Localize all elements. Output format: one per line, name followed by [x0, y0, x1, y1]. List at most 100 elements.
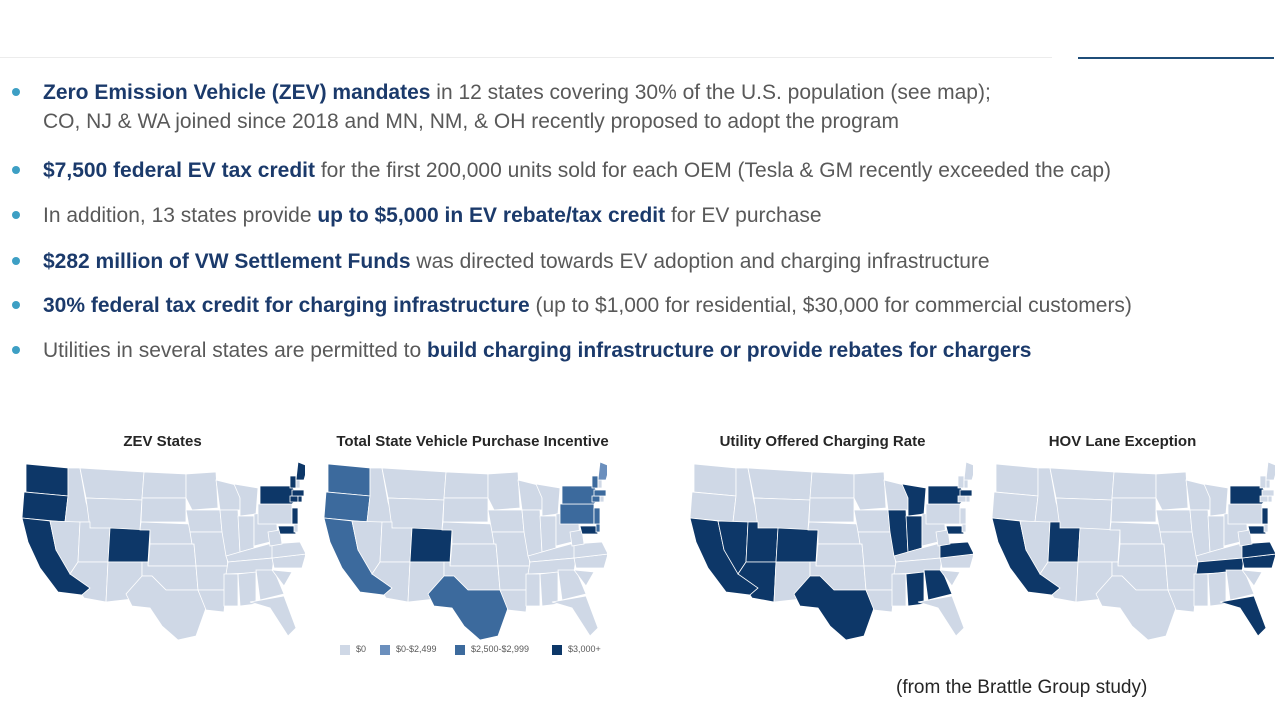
state-ri	[965, 495, 971, 503]
state-ma	[1261, 489, 1275, 497]
legend-label: $2,500-$2,999	[471, 644, 530, 654]
state-ut	[379, 521, 413, 563]
bullet-text: 30% federal tax credit for charging infr…	[43, 291, 1132, 320]
state-in	[905, 515, 923, 553]
state-ia	[487, 509, 525, 533]
map-title-zev: ZEV States	[123, 433, 202, 450]
state-sc	[1241, 569, 1263, 587]
bullet-run: In addition, 13 states provide	[43, 204, 318, 227]
state-de	[1263, 523, 1269, 533]
state-ga	[255, 569, 285, 601]
state-nj	[593, 507, 601, 525]
header-accent-line	[1078, 57, 1274, 59]
state-wy	[1055, 497, 1113, 531]
bullet-dot	[12, 166, 20, 174]
state-or	[21, 491, 69, 523]
state-me	[963, 461, 973, 481]
source-note: (from the Brattle Group study)	[896, 677, 1148, 698]
state-az	[69, 561, 109, 603]
state-wv	[935, 529, 951, 547]
state-ia	[1155, 509, 1193, 533]
state-ms	[223, 573, 239, 607]
map-purchase-incentive	[323, 461, 607, 641]
state-al	[905, 571, 925, 607]
map-hov-exception	[991, 461, 1275, 641]
state-mn	[487, 471, 521, 511]
state-nj	[1261, 507, 1269, 525]
state-ri	[599, 495, 605, 503]
state-nd	[1111, 471, 1157, 499]
bullet-run: for the first 200,000 units sold for eac…	[315, 159, 1112, 182]
state-sd	[140, 497, 187, 523]
state-pa	[559, 503, 595, 525]
state-sd	[1110, 497, 1157, 523]
state-mo	[857, 531, 897, 567]
bullet-dot	[12, 257, 20, 265]
bullet-text: Zero Emission Vehicle (ZEV) mandates in …	[43, 78, 991, 136]
state-wv	[569, 529, 585, 547]
state-me	[597, 461, 607, 481]
bullet-emphasis: 30% federal tax credit for charging infr…	[43, 294, 530, 317]
legend-swatch	[380, 645, 390, 655]
state-mi	[535, 483, 561, 517]
state-me	[1265, 461, 1275, 481]
state-nd	[809, 471, 855, 499]
state-wa	[693, 463, 737, 497]
bullet-emphasis: Zero Emission Vehicle (ZEV) mandates	[43, 81, 431, 104]
state-az	[737, 561, 777, 603]
state-ia	[853, 509, 891, 533]
state-va	[271, 541, 305, 559]
state-al	[1207, 571, 1227, 607]
bullet-run: Utilities in several states are permitte…	[43, 339, 427, 362]
map-title-purchase-incentive: Total State Vehicle Purchase Incentive	[336, 433, 609, 450]
bullet-text: Utilities in several states are permitte…	[43, 336, 1031, 365]
bullet-text: $7,500 federal EV tax credit for the fir…	[43, 156, 1111, 185]
bullet-emphasis: build charging infrastructure or provide…	[427, 339, 1032, 362]
state-co	[107, 527, 151, 563]
state-ks	[1117, 543, 1167, 567]
state-mi	[233, 483, 259, 517]
legend-label: $0	[356, 644, 367, 654]
state-or	[323, 491, 371, 523]
bullet-run: (up to $1,000 for residential, $30,000 f…	[529, 294, 1132, 317]
bullet-run: in 12 states covering 30% of the U.S. po…	[430, 81, 991, 104]
state-vt	[957, 475, 965, 489]
state-ma	[593, 489, 607, 497]
state-mt	[79, 467, 145, 501]
legend-swatch	[455, 645, 465, 655]
state-mt	[747, 467, 813, 501]
state-in	[539, 515, 557, 553]
state-md	[945, 525, 965, 535]
state-in	[237, 515, 255, 553]
state-ks	[449, 543, 499, 567]
state-ia	[185, 509, 223, 533]
state-de	[293, 523, 299, 533]
state-mo	[1159, 531, 1199, 567]
state-az	[1039, 561, 1079, 603]
state-ri	[1267, 495, 1273, 503]
state-mo	[491, 531, 531, 567]
state-nd	[141, 471, 187, 499]
state-ar	[1165, 565, 1199, 591]
state-ma	[291, 489, 305, 497]
state-wa	[995, 463, 1039, 497]
state-wa	[25, 463, 69, 497]
bullet-dot	[12, 301, 20, 309]
state-mn	[1155, 471, 1189, 511]
state-vt	[1259, 475, 1267, 489]
bullet-dot	[12, 211, 20, 219]
state-mn	[853, 471, 887, 511]
state-pa	[1227, 503, 1263, 525]
state-ut	[745, 521, 779, 563]
state-md	[579, 525, 599, 535]
legend-label: $0-$2,499	[396, 644, 437, 654]
state-wy	[753, 497, 811, 531]
bullet-text: In addition, 13 states provide up to $5,…	[43, 201, 822, 230]
state-ct	[1259, 495, 1269, 503]
state-vt	[289, 475, 297, 489]
state-me	[295, 461, 305, 481]
state-or	[689, 491, 737, 523]
map-title-charging-rate: Utility Offered Charging Rate	[719, 433, 926, 450]
state-vt	[591, 475, 599, 489]
state-pa	[257, 503, 293, 525]
